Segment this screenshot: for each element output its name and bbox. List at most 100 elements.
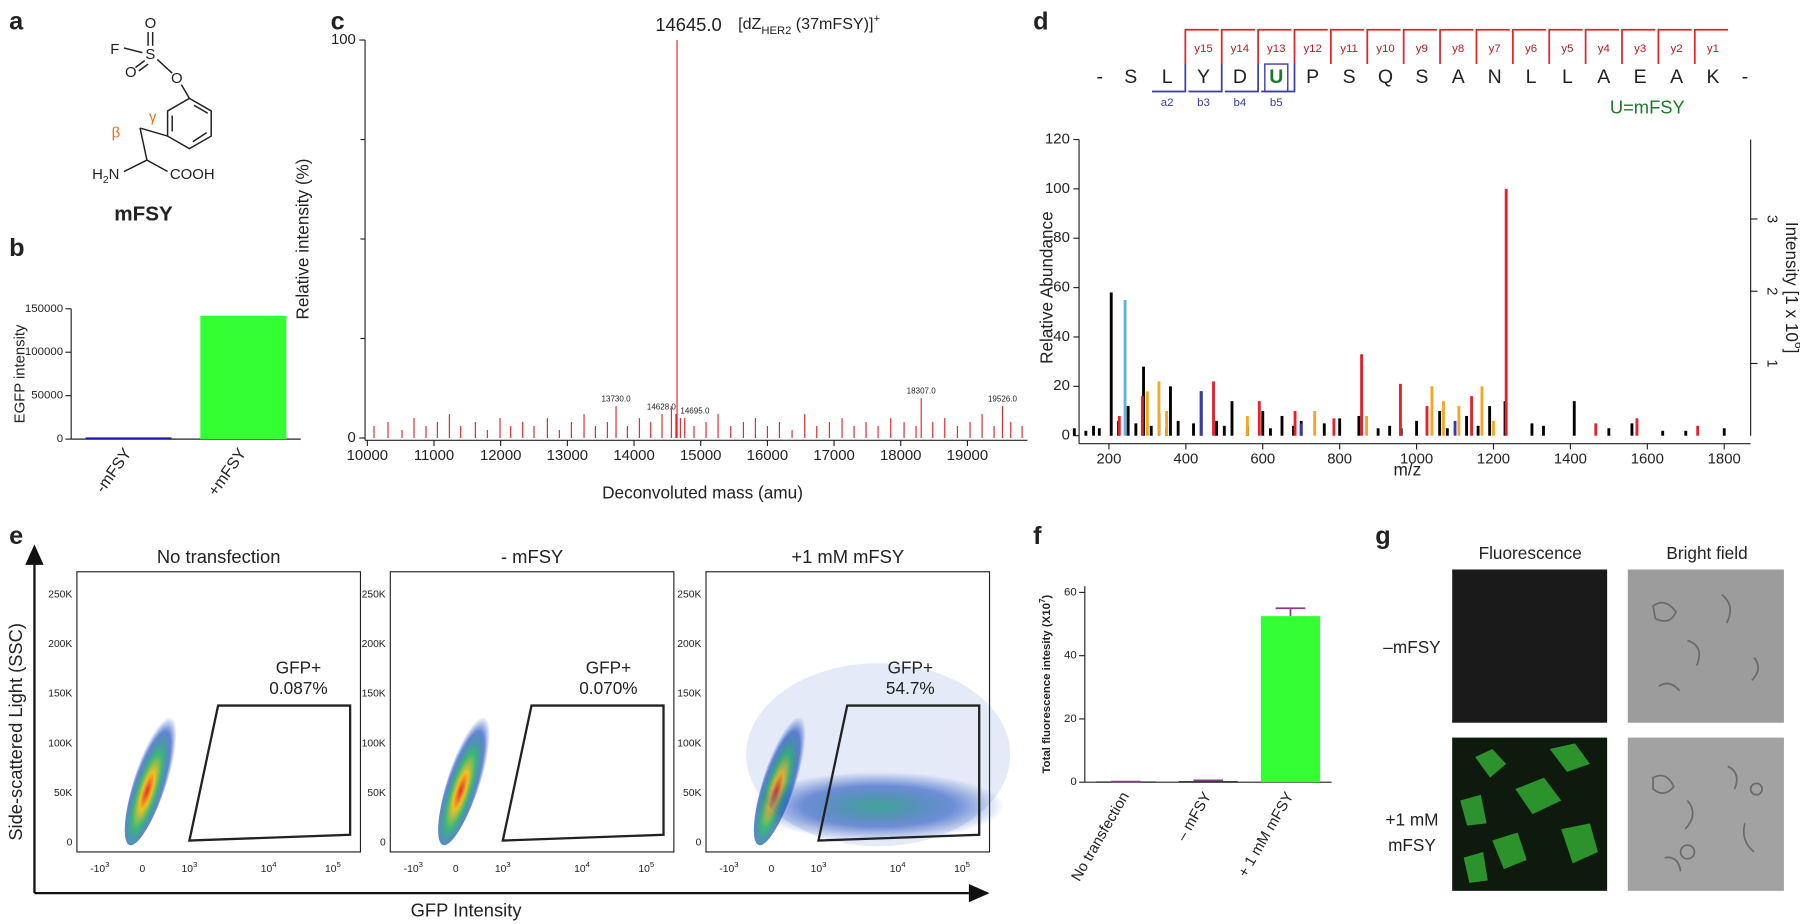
y2-tick-label: 2 [1763, 287, 1779, 295]
x-tick-label: 16000 [747, 448, 788, 464]
y2-tick-label: 3 [1763, 215, 1779, 223]
beta-label: β [112, 126, 121, 142]
y-tick-label: 250K [48, 589, 72, 600]
annotation: [dZHER2 (37mFSY)]+ [738, 13, 880, 37]
x-tick-label: 105 [325, 860, 341, 875]
gate [501, 704, 665, 842]
x-tick-label: 17000 [813, 448, 854, 464]
y-tick-label: 100000 [25, 346, 63, 358]
x-tick-label: 1800 [1708, 452, 1741, 468]
gate-label: GFP+ [586, 658, 631, 678]
y-axis-label: EGFP intensity [13, 324, 29, 423]
row-label: +1 mM [1385, 810, 1438, 830]
residue: Q [1378, 66, 1393, 88]
y-ion-bracket [1548, 28, 1583, 65]
x-tick-part: 10 [890, 864, 902, 875]
cell [1561, 823, 1598, 864]
compound-name: mFSY [114, 202, 173, 225]
residue: S [1124, 66, 1137, 88]
y-axis-label-part: 7 [1038, 598, 1047, 603]
x-tick-part: 10 [811, 864, 823, 875]
x-tick-label: 1000 [1400, 452, 1433, 468]
y-tick-label: 250K [677, 589, 701, 600]
b-ion-label: b3 [1197, 97, 1210, 109]
x-tick-label: 0 [769, 864, 775, 875]
y-tick-label: 50K [54, 788, 72, 799]
x-tick-part: 3 [193, 860, 197, 869]
bar [1178, 781, 1238, 783]
x-tick-part: 10 [325, 864, 337, 875]
bar [1260, 616, 1321, 783]
y-ion-label: y3 [1634, 43, 1646, 55]
y-tick-label: 50K [367, 788, 385, 799]
y-ion-bracket [1621, 28, 1656, 65]
cell [1549, 743, 1590, 772]
x-tick-part: 0 [769, 864, 775, 875]
x-tick-label: 600 [1250, 452, 1275, 468]
x-tick-part: 3 [105, 860, 109, 869]
x-tick-label: 0 [139, 864, 145, 875]
x-tick-part: 3 [419, 860, 423, 869]
x-tick-part: 4 [586, 860, 591, 869]
panel-label: g [1375, 522, 1390, 550]
y-ion-label: y13 [1267, 43, 1285, 55]
x-tick-label: 14000 [613, 448, 654, 464]
y-tick-label: 150K [362, 689, 386, 700]
chemical-structure [123, 32, 212, 173]
residue: P [1306, 66, 1319, 88]
x-tick-part: 5 [966, 860, 970, 869]
y-ion-bracket [1330, 28, 1365, 65]
bond [138, 63, 149, 72]
x-tick-label: 1600 [1631, 452, 1664, 468]
b-ion-bracket [1188, 64, 1223, 93]
gamma-label: γ [149, 110, 157, 126]
y-tick-label: 200K [677, 639, 701, 650]
flow-axes [25, 544, 990, 903]
residue: L [1162, 66, 1173, 88]
y-ion-bracket [1184, 28, 1219, 65]
residue: L [1526, 66, 1537, 88]
residue: D [1233, 66, 1247, 88]
cell-cloud [124, 710, 179, 846]
bond [193, 104, 209, 114]
x-tick-label: 12000 [480, 448, 521, 464]
x-tick-part: 4 [901, 860, 906, 869]
modification-note: U=mFSY [1610, 97, 1685, 118]
error-bar [1275, 607, 1306, 617]
x-tick-part: 10 [954, 864, 966, 875]
column-header: Bright field [1666, 543, 1747, 563]
cell-outlines [1652, 593, 1763, 872]
cell [1460, 794, 1487, 826]
x-tick-part: -10 [404, 864, 419, 875]
y-axis-label: Relative intensity (%) [293, 159, 313, 320]
y-ion-label: y14 [1231, 43, 1250, 55]
residue: E [1634, 66, 1647, 88]
y-tick-label: 60 [1053, 280, 1070, 296]
y-ion-bracket [1475, 28, 1510, 65]
gate-label: GFP+ [276, 658, 321, 678]
atom: 2 [103, 175, 109, 186]
bond [123, 47, 143, 54]
outline [1679, 844, 1696, 860]
x-tick-label: 11000 [414, 448, 454, 464]
x-tick-label: -103 [90, 860, 109, 875]
x-tick-label: 103 [495, 860, 511, 875]
y-axis-label-part: ) [1041, 595, 1053, 599]
panel-label: a [9, 8, 24, 36]
panel-label: f [1033, 522, 1042, 550]
y-tick-label: 0 [1070, 776, 1076, 788]
x-tick-part: 4 [272, 860, 277, 869]
y-tick-label: 80 [1053, 230, 1070, 246]
x-tick-part: 3 [822, 860, 826, 869]
x-axis-label: m/z [1394, 460, 1422, 480]
y-ion-bracket [1366, 28, 1401, 65]
error-bar [1193, 779, 1224, 782]
y-ion-label: y11 [1340, 43, 1358, 55]
x-tick-part: 10 [495, 864, 507, 875]
annotation-part: HER2 [761, 25, 791, 37]
x-tick-label: 19000 [947, 448, 988, 464]
y-tick-label: 150K [48, 689, 72, 700]
residue: A [1452, 66, 1465, 88]
b-ion-label: b5 [1270, 97, 1283, 109]
bond [192, 132, 208, 143]
